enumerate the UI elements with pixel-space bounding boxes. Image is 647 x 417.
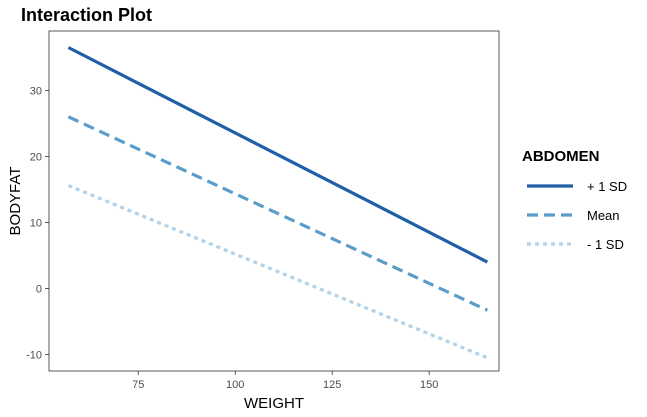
legend-label: + 1 SD bbox=[587, 179, 627, 194]
y-tick-label: -10 bbox=[26, 349, 42, 361]
legend-title: ABDOMEN bbox=[522, 148, 600, 165]
legend-label: - 1 SD bbox=[587, 237, 624, 252]
y-axis-title: BODYFAT bbox=[7, 167, 24, 236]
series-line bbox=[67, 46, 489, 264]
series-line bbox=[67, 184, 488, 360]
x-tick-label: 150 bbox=[420, 379, 438, 391]
x-axis-title: WEIGHT bbox=[244, 395, 304, 412]
x-tick-label: 125 bbox=[323, 379, 341, 391]
y-tick-label: 0 bbox=[36, 283, 42, 295]
x-tick-label: 100 bbox=[226, 379, 244, 391]
x-axis: 75 100 125 150 bbox=[132, 371, 438, 391]
plot-area bbox=[48, 30, 500, 372]
y-tick-label: 30 bbox=[30, 85, 42, 97]
legend-label: Mean bbox=[587, 208, 620, 223]
y-tick-label: 10 bbox=[30, 217, 42, 229]
chart-title: Interaction Plot bbox=[21, 5, 152, 25]
plot-panel-border bbox=[48, 30, 500, 372]
y-axis: -10 0 10 20 30 bbox=[26, 85, 49, 361]
series-line bbox=[67, 115, 489, 312]
legend: ABDOMEN + 1 SD Mean - 1 SD bbox=[522, 148, 627, 252]
y-tick-label: 20 bbox=[30, 151, 42, 163]
x-tick-label: 75 bbox=[132, 379, 144, 391]
